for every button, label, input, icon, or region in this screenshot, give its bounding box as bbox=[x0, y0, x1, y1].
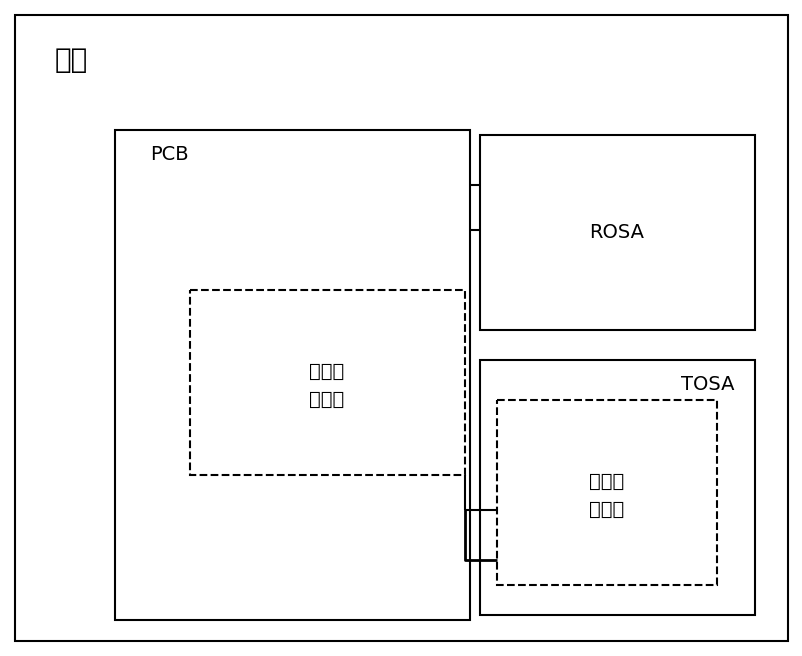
Bar bbox=[480, 360, 754, 615]
Bar bbox=[496, 400, 716, 585]
Text: ROSA: ROSA bbox=[589, 224, 644, 243]
Bar bbox=[480, 135, 754, 330]
Text: 信号校
准电路: 信号校 准电路 bbox=[589, 472, 624, 518]
Text: TOSA: TOSA bbox=[681, 375, 734, 394]
Bar bbox=[115, 130, 469, 620]
Bar bbox=[190, 290, 464, 475]
Text: PCB: PCB bbox=[150, 146, 188, 165]
Text: 模块: 模块 bbox=[55, 46, 88, 74]
Text: 信号校
准电路: 信号校 准电路 bbox=[309, 361, 344, 409]
